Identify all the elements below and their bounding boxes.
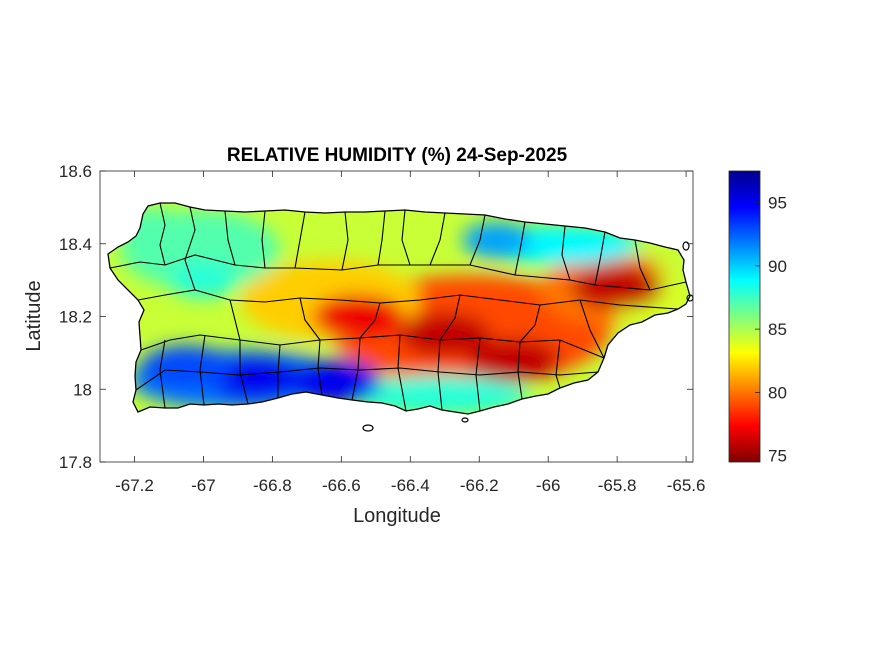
municipal-boundary [401,209,411,266]
municipal-boundary [184,206,196,291]
x-tick-label: -65.6 [667,476,706,495]
small-island [461,417,469,423]
municipal-boundary [229,299,241,341]
humidity-zone [140,345,233,390]
municipal-boundary [594,231,606,286]
municipal-boundary [341,211,349,271]
x-tick-label: -66 [536,476,561,495]
municipal-boundary [294,211,306,269]
humidity-zone [467,338,560,383]
municipal-boundary [377,210,386,266]
x-tick-label: -67.2 [115,476,154,495]
x-tick-label: -67 [191,476,216,495]
municipal-boundary [634,239,651,291]
municipal-boundary [199,334,206,406]
humidity-zone [312,294,405,339]
municipal-boundary [159,339,166,409]
y-axis-label: Latitude [23,280,45,351]
municipal-boundary [555,339,561,389]
y-tick-label: 18 [73,380,92,399]
colorbar-tick-label: 75 [768,447,787,466]
y-tick-label: 18.2 [59,308,92,327]
municipal-boundary [299,297,321,341]
colorbar-tick-label: 85 [768,320,787,339]
municipal-boundary [109,254,687,291]
x-tick-label: -65.8 [598,476,637,495]
small-island [362,424,374,432]
municipal-boundaries [109,202,687,412]
municipal-boundary [579,299,605,359]
municipal-boundary [517,341,523,400]
municipal-boundary [159,202,166,266]
small-islands [362,241,694,432]
municipal-boundary [239,340,249,405]
municipal-boundary [277,344,281,398]
municipal-boundary [351,337,361,401]
colorbar-tick-label: 90 [768,257,787,276]
colorbar [728,170,761,463]
x-tick-label: -66.2 [460,476,499,495]
municipal-boundary [519,304,541,343]
y-tick-label: 18.6 [59,162,92,181]
municipal-boundary [261,210,266,269]
municipal-boundary [429,212,446,266]
municipal-boundary [514,221,526,276]
municipal-boundary [224,210,236,266]
municipal-boundary [437,339,443,411]
municipal-boundary [469,214,486,266]
municipal-boundary [397,334,407,412]
x-axis-label: Longitude [353,505,441,527]
y-axis-ticks: 17.8 18 18.2 18.4 18.6 [59,162,693,472]
y-tick-label: 17.8 [59,453,92,472]
colorbar-tick-label: 80 [768,383,787,402]
municipal-boundary [561,225,571,281]
small-island [682,241,690,251]
x-tick-label: -66.6 [322,476,361,495]
colorbar-tick-label: 95 [768,194,787,213]
humidity-zone [462,222,531,259]
municipal-boundary [475,337,481,412]
municipal-boundary [439,294,461,341]
humidity-zone [398,312,491,357]
colorbar-ticks: 75 80 85 90 95 [755,194,787,466]
municipal-boundary [317,339,323,396]
x-tick-label: -66.8 [253,476,292,495]
humidity-zone [169,262,238,299]
x-tick-label: -66.4 [391,476,430,495]
x-axis-ticks: -67.2 -67 -66.8 -66.6 -66.4 -66.2 -66 -65.8 -65.… [115,171,705,495]
y-tick-label: 18.4 [59,235,92,254]
municipal-boundary [359,302,381,339]
chart-title: RELATIVE HUMIDITY (%) 24-Sep-2025 [227,145,568,166]
